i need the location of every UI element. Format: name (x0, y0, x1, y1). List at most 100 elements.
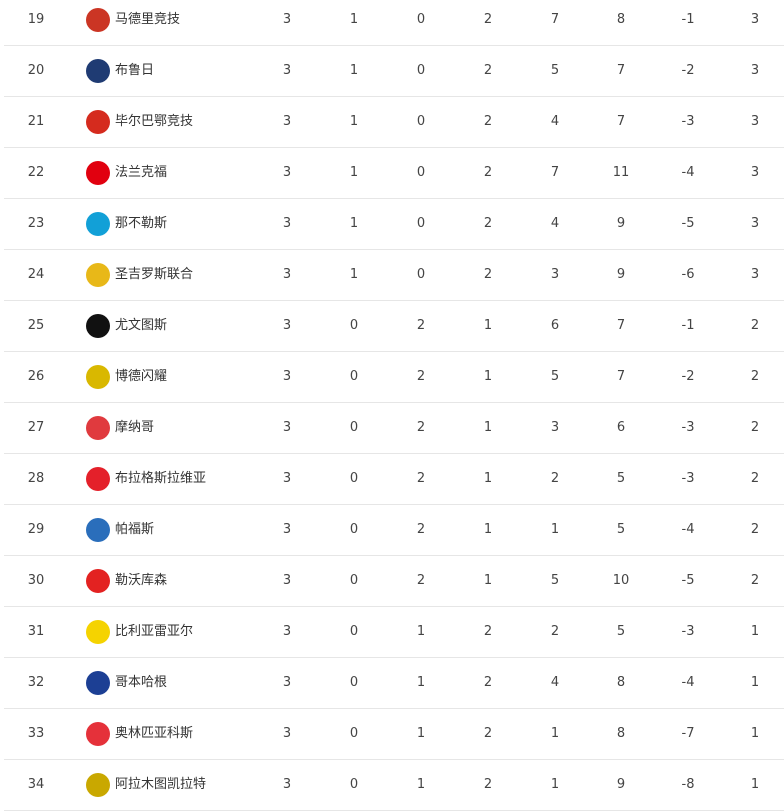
team-name[interactable]: 马德里竞技 (115, 12, 181, 27)
juventus-crest-icon (86, 314, 110, 338)
stat-p: 3 (282, 573, 292, 588)
table-row[interactable]: 32 哥本哈根 3 0 1 2 4 8 -4 1 (4, 658, 784, 709)
table-row[interactable]: 25 尤文图斯 3 0 2 1 6 7 -1 2 (4, 301, 784, 352)
napoli-crest-icon (86, 212, 110, 236)
team-name[interactable]: 帕福斯 (115, 522, 155, 537)
team-name[interactable]: 摩纳哥 (115, 420, 155, 435)
table-row[interactable]: 19 马德里竞技 3 1 0 2 7 8 -1 3 (4, 0, 784, 46)
stat-l: 2 (483, 624, 493, 639)
stat-w: 0 (349, 369, 359, 384)
rank: 29 (27, 522, 45, 537)
stat-pts: 1 (750, 675, 760, 690)
table-row[interactable]: 30 勒沃库森 3 0 2 1 5 10 -5 2 (4, 556, 784, 607)
stat-ga: 7 (616, 318, 626, 333)
team-name[interactable]: 布鲁日 (115, 63, 155, 78)
stat-p: 3 (282, 624, 292, 639)
stat-pts: 2 (750, 420, 760, 435)
stat-pts: 2 (750, 573, 760, 588)
rank: 22 (27, 165, 45, 180)
team-name[interactable]: 博德闪耀 (115, 369, 168, 384)
stat-gd: -1 (681, 318, 695, 333)
stat-gd: -8 (681, 777, 695, 792)
table-row[interactable]: 22 法兰克福 3 1 0 2 7 11 -4 3 (4, 148, 784, 199)
team-name[interactable]: 毕尔巴鄂竞技 (115, 114, 194, 129)
stat-gd: -4 (681, 165, 695, 180)
stat-ga: 7 (616, 369, 626, 384)
stat-gd: -5 (681, 573, 695, 588)
table-row[interactable]: 21 毕尔巴鄂竞技 3 1 0 2 4 7 -3 3 (4, 97, 784, 148)
table-row[interactable]: 26 博德闪耀 3 0 2 1 5 7 -2 2 (4, 352, 784, 403)
team-name[interactable]: 那不勒斯 (115, 216, 168, 231)
rank: 26 (27, 369, 45, 384)
stat-gd: -3 (681, 624, 695, 639)
team-name[interactable]: 法兰克福 (115, 165, 168, 180)
stat-l: 1 (483, 318, 493, 333)
stat-p: 3 (282, 267, 292, 282)
table-row[interactable]: 33 奥林匹亚科斯 3 0 1 2 1 8 -7 1 (4, 709, 784, 760)
team-name[interactable]: 奥林匹亚科斯 (115, 726, 194, 741)
stat-d: 2 (416, 420, 426, 435)
stat-p: 3 (282, 726, 292, 741)
team-name[interactable]: 尤文图斯 (115, 318, 168, 333)
stat-gd: -7 (681, 726, 695, 741)
rank: 31 (27, 624, 45, 639)
table-row[interactable]: 24 圣吉罗斯联合 3 1 0 2 3 9 -6 3 (4, 250, 784, 301)
stat-gf: 5 (550, 573, 560, 588)
stat-p: 3 (282, 165, 292, 180)
stat-gf: 1 (550, 522, 560, 537)
stat-w: 1 (349, 216, 359, 231)
stat-d: 0 (416, 12, 426, 27)
stat-w: 0 (349, 777, 359, 792)
eintracht-frankfurt-crest-icon (86, 161, 110, 185)
rank: 21 (27, 114, 45, 129)
stat-p: 3 (282, 12, 292, 27)
table-row[interactable]: 23 那不勒斯 3 1 0 2 4 9 -5 3 (4, 199, 784, 250)
stat-w: 1 (349, 12, 359, 27)
stat-gf: 2 (550, 471, 560, 486)
stat-ga: 5 (616, 471, 626, 486)
team-name[interactable]: 阿拉木图凯拉特 (115, 777, 207, 792)
stat-d: 1 (416, 624, 426, 639)
stat-gd: -4 (681, 675, 695, 690)
stat-gd: -3 (681, 471, 695, 486)
stat-w: 0 (349, 420, 359, 435)
table-row[interactable]: 27 摩纳哥 3 0 2 1 3 6 -3 2 (4, 403, 784, 454)
stat-pts: 3 (750, 165, 760, 180)
stat-l: 2 (483, 114, 493, 129)
table-row[interactable]: 29 帕福斯 3 0 2 1 1 5 -4 2 (4, 505, 784, 556)
rank: 27 (27, 420, 45, 435)
stat-p: 3 (282, 471, 292, 486)
rank: 33 (27, 726, 45, 741)
rank: 28 (27, 471, 45, 486)
table-row[interactable]: 28 布拉格斯拉维亚 3 0 2 1 2 5 -3 2 (4, 454, 784, 505)
stat-ga: 8 (616, 12, 626, 27)
team-name[interactable]: 哥本哈根 (115, 675, 168, 690)
team-name[interactable]: 布拉格斯拉维亚 (115, 471, 207, 486)
stat-ga: 9 (616, 777, 626, 792)
team-name[interactable]: 勒沃库森 (115, 573, 168, 588)
olympiacos-crest-icon (86, 722, 110, 746)
table-row[interactable]: 20 布鲁日 3 1 0 2 5 7 -2 3 (4, 46, 784, 97)
stat-ga: 7 (616, 114, 626, 129)
table-row[interactable]: 34 阿拉木图凯拉特 3 0 1 2 1 9 -8 1 (4, 760, 784, 811)
team-name[interactable]: 圣吉罗斯联合 (115, 267, 194, 282)
stat-w: 1 (349, 267, 359, 282)
stat-pts: 1 (750, 726, 760, 741)
stat-pts: 3 (750, 63, 760, 78)
stat-w: 0 (349, 675, 359, 690)
stat-d: 2 (416, 573, 426, 588)
stat-ga: 11 (612, 165, 630, 180)
stat-p: 3 (282, 369, 292, 384)
team-name[interactable]: 比利亚雷亚尔 (115, 624, 194, 639)
table-row[interactable]: 31 比利亚雷亚尔 3 0 1 2 2 5 -3 1 (4, 607, 784, 658)
stat-pts: 2 (750, 471, 760, 486)
rank: 25 (27, 318, 45, 333)
athletic-bilbao-crest-icon (86, 110, 110, 134)
copenhagen-crest-icon (86, 671, 110, 695)
stat-gd: -2 (681, 369, 695, 384)
rank: 32 (27, 675, 45, 690)
rank: 30 (27, 573, 45, 588)
stat-w: 0 (349, 624, 359, 639)
stat-gf: 2 (550, 624, 560, 639)
